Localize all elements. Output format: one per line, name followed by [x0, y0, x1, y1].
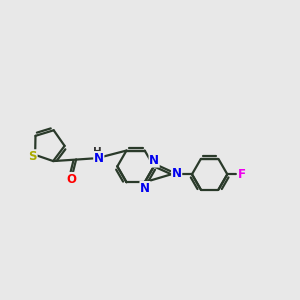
Text: N: N	[140, 182, 150, 195]
Text: N: N	[94, 152, 104, 165]
Text: N: N	[172, 167, 182, 181]
Text: O: O	[66, 172, 76, 185]
Text: F: F	[237, 168, 245, 181]
Text: S: S	[28, 150, 37, 163]
Text: H: H	[93, 147, 101, 157]
Text: N: N	[149, 154, 159, 167]
